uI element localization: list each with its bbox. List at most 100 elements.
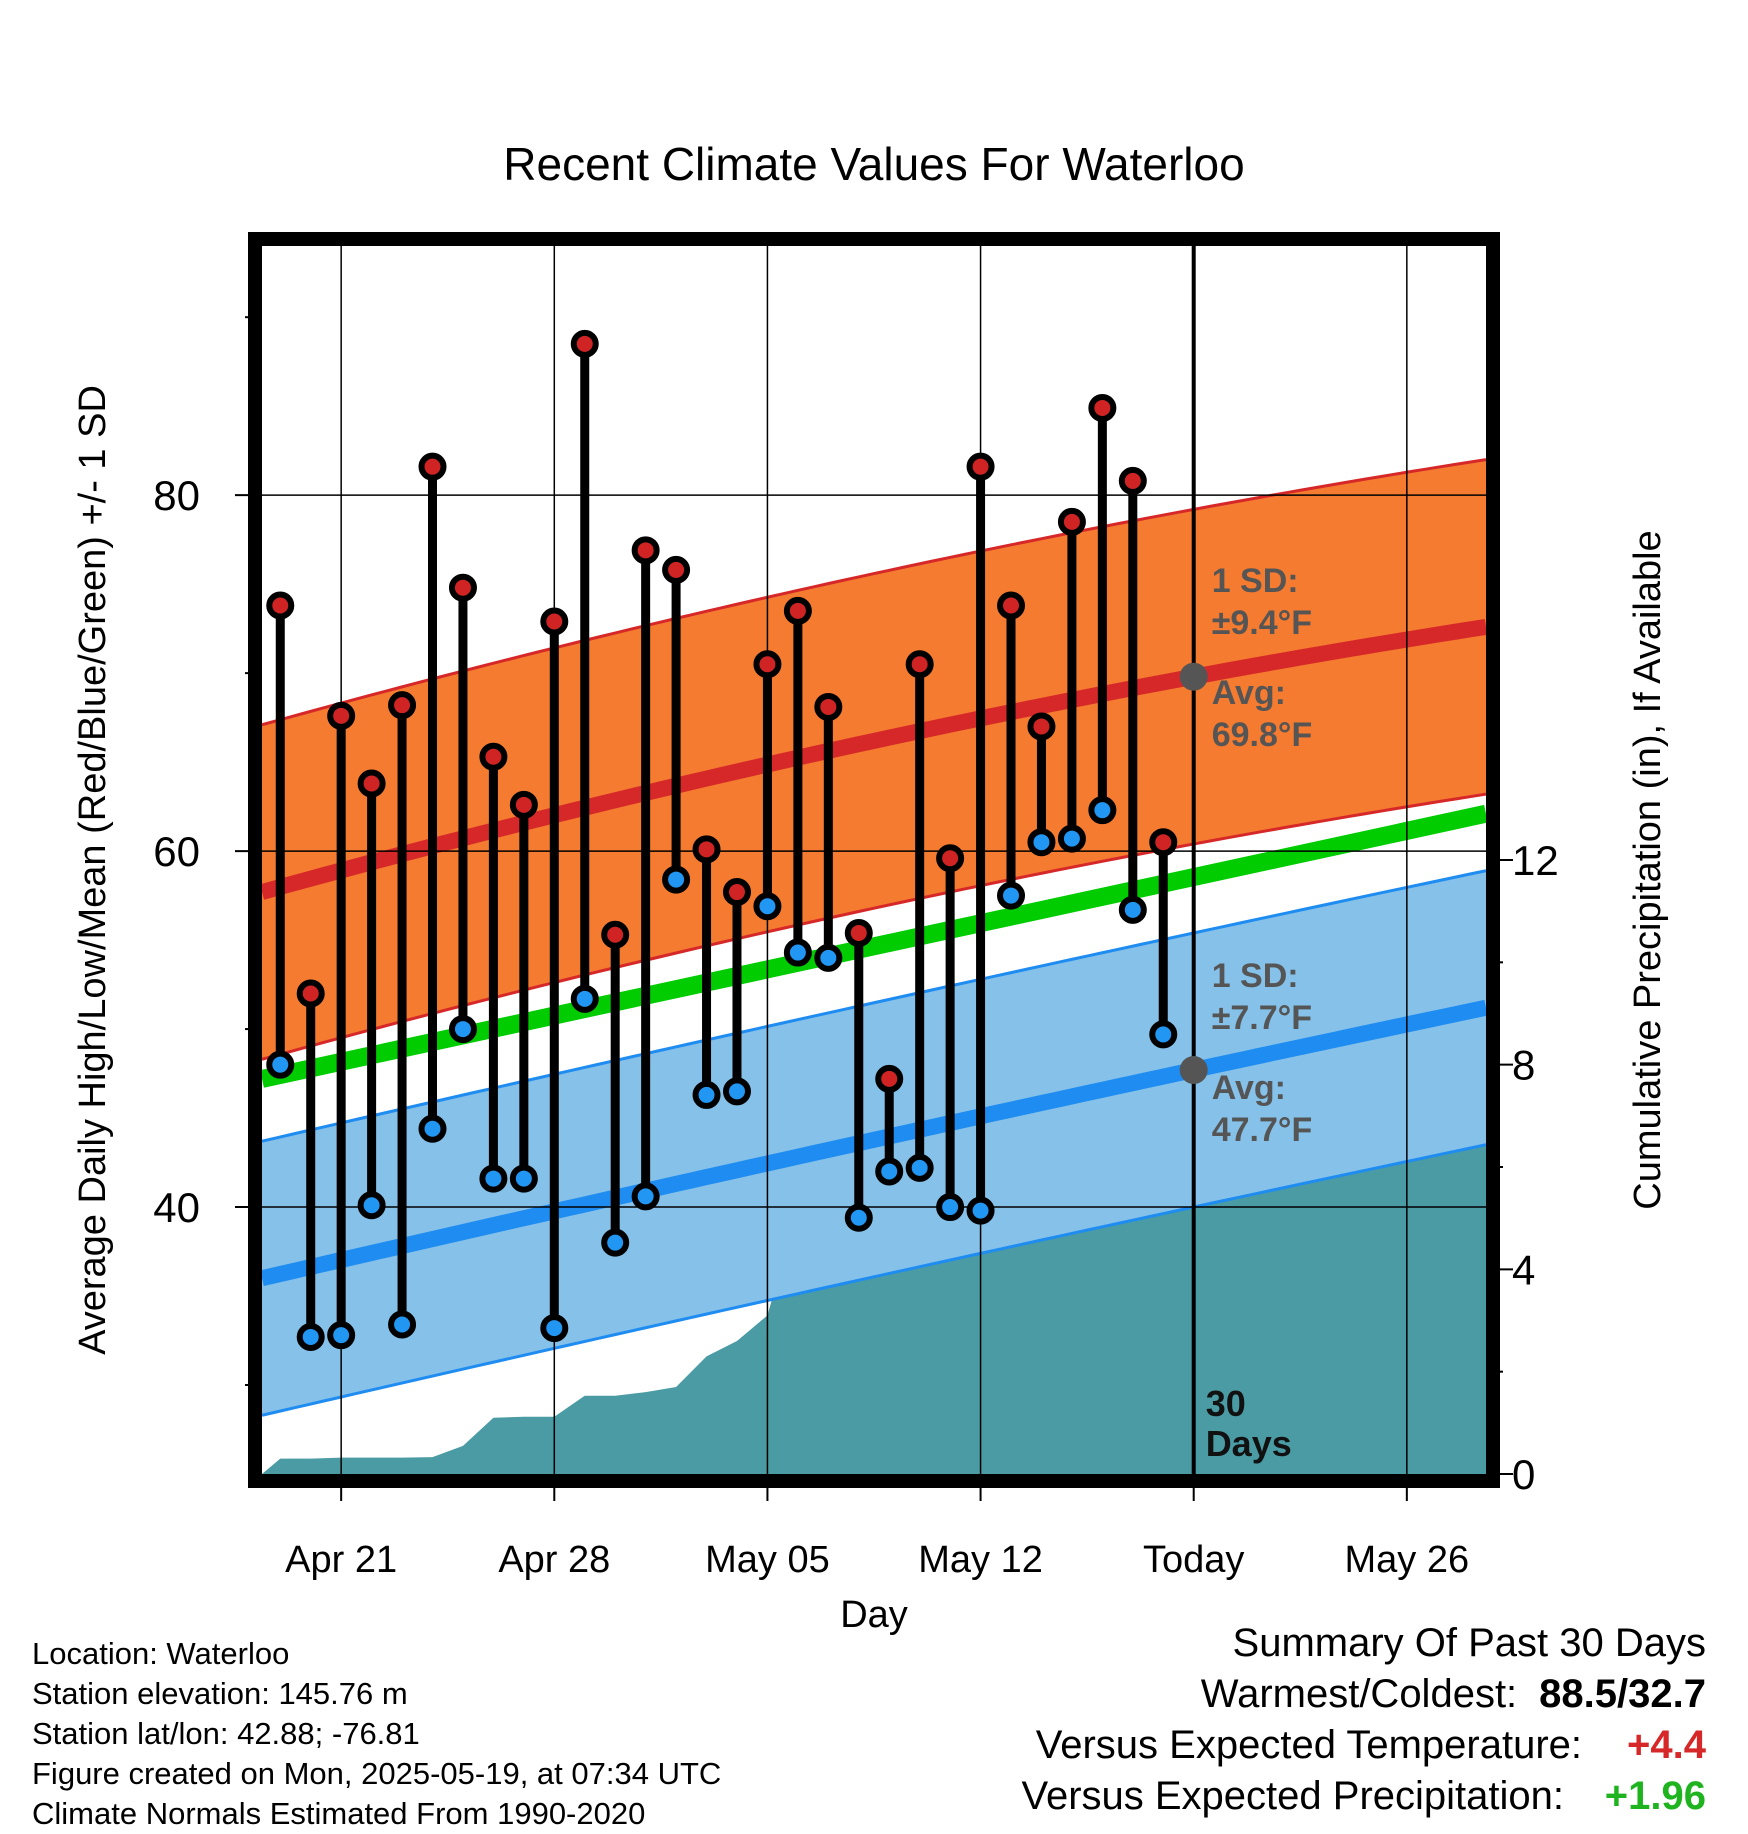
high-annotation-avg-value: 69.8°F (1212, 716, 1313, 754)
low-annotation-avg-label: Avg: (1212, 1069, 1286, 1107)
x-axis-label: Day (840, 1594, 908, 1636)
high-band (262, 459, 1486, 1060)
daily-high-point (875, 1064, 904, 1093)
low-annotation-sd-label: 1 SD: (1212, 957, 1299, 995)
daily-low-point (418, 1114, 447, 1143)
daily-high-point (905, 650, 934, 679)
window-label-number: 30 (1206, 1383, 1246, 1424)
warm-cold-row: Warmest/Coldest: 88.5/32.7 (1021, 1669, 1706, 1720)
daily-low-point (1057, 824, 1086, 853)
plot-inner (262, 246, 1486, 1474)
x-tick-label: May 05 (705, 1539, 830, 1581)
temp-row: Versus Expected Temperature: +4.4 (1021, 1720, 1706, 1771)
daily-low-point (1088, 796, 1117, 825)
window-label-unit: Days (1206, 1423, 1292, 1464)
daily-high-point (997, 591, 1026, 620)
daily-low-point (1149, 1020, 1178, 1049)
y2-tick-label-8: 8 (1512, 1042, 1535, 1089)
daily-high-point (692, 835, 721, 864)
temp-value: +4.4 (1627, 1723, 1706, 1767)
daily-low-point (844, 1203, 873, 1232)
y2-axis-label: Cumulative Precipitation (in), If Availa… (1627, 530, 1669, 1209)
precip-value: +1.96 (1604, 1774, 1706, 1818)
daily-low-point (814, 943, 843, 972)
today-avg-low-marker (1179, 1056, 1208, 1085)
daily-high-point (357, 769, 386, 798)
daily-low-point (1118, 895, 1147, 924)
daily-high-point (814, 692, 843, 721)
today-avg-high-marker (1179, 662, 1208, 691)
daily-high-point (509, 790, 538, 819)
daily-low-point (1027, 828, 1056, 857)
low-annotation-sd-value: ±7.7°F (1212, 999, 1312, 1037)
daily-high-point (540, 607, 569, 636)
y-tick-label-40: 40 (153, 1184, 200, 1231)
daily-high-point (753, 650, 782, 679)
low-band-upper-edge (262, 869, 1486, 1143)
daily-high-point (1027, 712, 1056, 741)
x-tick-label: Apr 28 (498, 1539, 610, 1581)
x-tick-label: May 26 (1345, 1539, 1470, 1581)
daily-low-point (357, 1191, 386, 1220)
high-annotation-sd-value: ±9.4°F (1212, 604, 1312, 642)
daily-low-point (296, 1322, 325, 1351)
chart-title: Recent Climate Values For Waterloo (503, 138, 1244, 190)
precip-area (262, 1143, 1486, 1474)
x-tick-label: May 12 (918, 1539, 1043, 1581)
daily-low-point (783, 938, 812, 967)
high-annotation-avg-label: Avg: (1212, 674, 1286, 712)
daily-low-point (722, 1077, 751, 1106)
high-annotation-sd-label: 1 SD: (1212, 562, 1299, 600)
daily-low-point (448, 1015, 477, 1044)
daily-high-point (722, 878, 751, 907)
daily-high-point (1057, 507, 1086, 536)
daily-high-point (1088, 393, 1117, 422)
temp-label: Versus Expected Temperature: (1035, 1723, 1582, 1767)
daily-high-point (631, 536, 660, 565)
y-tick-label-80: 80 (153, 472, 200, 519)
daily-low-point (631, 1182, 660, 1211)
y2-tick-label-4: 4 (1512, 1246, 1535, 1293)
daily-high-point (662, 555, 691, 584)
daily-high-point (448, 573, 477, 602)
daily-high-point (296, 979, 325, 1008)
daily-high-point (936, 844, 965, 873)
plot-area: 1 SD: ±9.4°F Avg: 69.8°F 1 SD: ±7.7°F Avg: 47.7… (153, 232, 1559, 1581)
low-annotation-avg-value: 47.7°F (1212, 1111, 1313, 1149)
daily-low-point (966, 1196, 995, 1225)
daily-high-point (418, 452, 447, 481)
daily-low-point (509, 1164, 538, 1193)
elevation-text: Station elevation: 145.76 m (32, 1676, 408, 1711)
y-axis-label: Average Daily High/Low/Mean (Red/Blue/Gr… (72, 385, 114, 1355)
daily-high-point (1118, 466, 1147, 495)
station-info: Location: Waterloo Station elevation: 14… (32, 1634, 721, 1834)
daily-low-point (540, 1314, 569, 1343)
y-tick-label-60: 60 (153, 828, 200, 875)
daily-high-point (327, 701, 356, 730)
daily-low-point (905, 1153, 934, 1182)
x-tick-label: Today (1143, 1539, 1244, 1581)
daily-high-point (388, 691, 417, 720)
daily-high-point (844, 918, 873, 947)
daily-low-point (692, 1080, 721, 1109)
location-text: Location: Waterloo (32, 1636, 290, 1671)
y2-tick-label-12: 12 (1512, 837, 1559, 884)
daily-low-point (875, 1157, 904, 1186)
daily-low-point (327, 1321, 356, 1350)
daily-high-point (966, 452, 995, 481)
latlon-text: Station lat/lon: 42.88; -76.81 (32, 1716, 420, 1751)
warm-cold-label: Warmest/Coldest: (1200, 1672, 1518, 1716)
daily-high-point (570, 329, 599, 358)
low-band-lower-edge (262, 1143, 1486, 1417)
daily-low-point (601, 1228, 630, 1257)
daily-high-point (601, 920, 630, 949)
summary-panel: Summary Of Past 30 Days Warmest/Coldest:… (1021, 1618, 1706, 1822)
normals-text: Climate Normals Estimated From 1990-2020 (32, 1796, 646, 1831)
y2-tick-label-0: 0 (1512, 1451, 1535, 1498)
daily-high-point (783, 596, 812, 625)
daily-high-point (479, 742, 508, 771)
daily-low-point (753, 892, 782, 921)
daily-high-point (1149, 828, 1178, 857)
daily-low-point (266, 1050, 295, 1079)
